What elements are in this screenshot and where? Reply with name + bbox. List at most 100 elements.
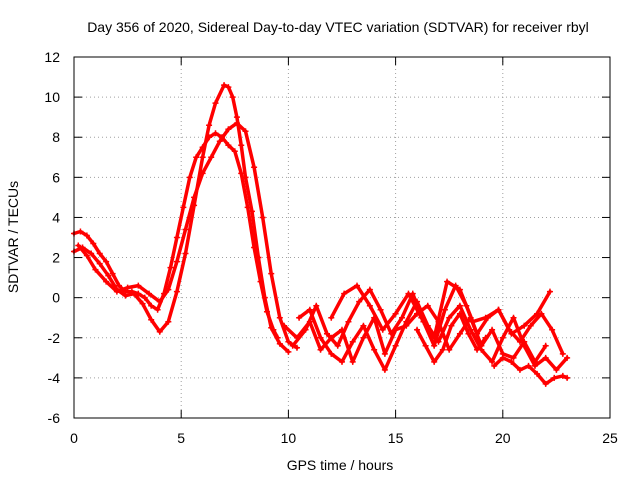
data-point-trace-2	[148, 316, 155, 323]
data-point-trace-2	[268, 324, 275, 331]
data-point-trace-9	[439, 346, 446, 353]
data-point-trace-7	[469, 318, 476, 325]
data-point-trace-6	[542, 354, 549, 361]
data-point-trace-2	[255, 254, 262, 261]
data-point-trace-4	[424, 302, 431, 309]
data-point-trace-3	[242, 128, 249, 135]
data-point-trace-5	[323, 330, 330, 337]
data-point-trace-5	[441, 306, 448, 313]
data-point-trace-7	[341, 290, 348, 297]
data-point-trace-6	[521, 342, 528, 349]
data-point-trace-2	[242, 174, 249, 181]
data-point-trace-2	[182, 250, 189, 257]
data-point-trace-7	[405, 290, 412, 297]
data-point-trace-5	[366, 286, 373, 293]
data-point-trace-2	[285, 348, 292, 355]
y-axis-label: SDTVAR / TECUs	[5, 181, 21, 293]
data-point-trace-9	[422, 342, 429, 349]
data-point-trace-5	[431, 342, 438, 349]
data-point-trace-8	[559, 372, 566, 379]
y-tick-label: 2	[52, 250, 60, 266]
data-point-trace-1	[109, 270, 116, 277]
data-point-trace-4	[542, 342, 549, 349]
data-point-trace-3	[165, 286, 172, 293]
data-point-trace-3	[146, 290, 153, 297]
data-point-trace-2	[165, 318, 172, 325]
data-point-trace-8	[564, 374, 571, 381]
data-point-trace-7	[328, 314, 335, 321]
data-point-trace-4	[281, 322, 288, 329]
data-point-trace-7	[534, 310, 541, 317]
plot-frame	[73, 56, 611, 419]
data-point-trace-2	[276, 340, 283, 347]
data-point-trace-7	[392, 310, 399, 317]
data-point-trace-2	[139, 300, 146, 307]
data-point-trace-5	[302, 326, 309, 333]
data-point-trace-5	[356, 298, 363, 305]
data-point-trace-5	[334, 342, 341, 349]
data-point-trace-1	[212, 130, 219, 137]
x-tick-label: 20	[495, 430, 511, 446]
data-point-trace-3	[124, 284, 131, 291]
y-tick-label: 0	[52, 290, 60, 306]
x-tick-label: 10	[281, 430, 297, 446]
data-point-trace-6	[510, 314, 517, 321]
data-point-trace-1	[148, 302, 155, 309]
y-tick-label: -2	[48, 330, 61, 346]
data-point-trace-6	[339, 358, 345, 365]
data-point-trace-4	[446, 346, 453, 353]
data-point-trace-3	[268, 270, 275, 277]
data-point-trace-6	[296, 314, 303, 321]
data-point-trace-7	[508, 330, 515, 337]
data-point-trace-6	[371, 346, 378, 353]
data-point-trace-2	[238, 142, 245, 149]
data-point-trace-4	[381, 350, 388, 357]
data-point-trace-6	[306, 306, 313, 313]
data-point-trace-7	[456, 286, 463, 293]
data-point-trace-2	[96, 260, 103, 267]
data-point-trace-2	[122, 292, 129, 299]
data-point-trace-7	[546, 288, 553, 295]
data-point-trace-2	[261, 294, 268, 301]
data-point-trace-7	[418, 314, 425, 321]
data-point-trace-7	[431, 334, 438, 341]
data-point-trace-6	[349, 338, 356, 345]
data-point-trace-2	[229, 94, 236, 101]
data-point-trace-5	[474, 330, 481, 337]
data-point-trace-5	[399, 314, 406, 321]
data-point-trace-3	[173, 258, 180, 265]
data-point-trace-1	[90, 240, 97, 247]
data-point-trace-3	[259, 214, 266, 221]
data-point-trace-7	[354, 282, 361, 289]
y-tick-label: 12	[44, 49, 60, 65]
data-point-trace-9	[414, 326, 421, 333]
data-point-trace-1	[225, 142, 232, 149]
data-point-trace-1	[77, 228, 84, 235]
data-point-trace-4	[456, 330, 463, 337]
y-tick-label: -6	[48, 410, 61, 426]
data-point-trace-9	[474, 346, 481, 353]
series-line-trace-5	[290, 283, 565, 356]
data-point-trace-1	[116, 282, 123, 289]
axis-ticks: 0 5 10 15 20 25 -6 -4 -2 0 2 4 6 8 10 12	[44, 49, 618, 446]
data-point-trace-3	[156, 298, 163, 305]
data-point-trace-1	[173, 234, 180, 241]
data-point-trace-8	[542, 380, 549, 387]
data-point-trace-8	[516, 366, 523, 373]
data-point-trace-8	[525, 362, 532, 369]
data-point-trace-6	[403, 318, 410, 325]
data-point-trace-8	[551, 374, 558, 381]
data-point-trace-2	[199, 154, 206, 161]
data-point-trace-3	[103, 278, 110, 285]
data-point-trace-8	[508, 358, 515, 365]
data-point-trace-2	[225, 84, 232, 91]
y-tick-label: 4	[52, 209, 60, 225]
data-point-trace-6	[414, 298, 421, 305]
data-point-trace-6	[381, 366, 388, 373]
data-point-trace-1	[103, 258, 110, 265]
data-point-trace-3	[113, 288, 120, 295]
data-point-trace-5	[388, 330, 395, 337]
data-point-trace-7	[379, 326, 386, 333]
data-point-trace-6	[499, 334, 506, 341]
